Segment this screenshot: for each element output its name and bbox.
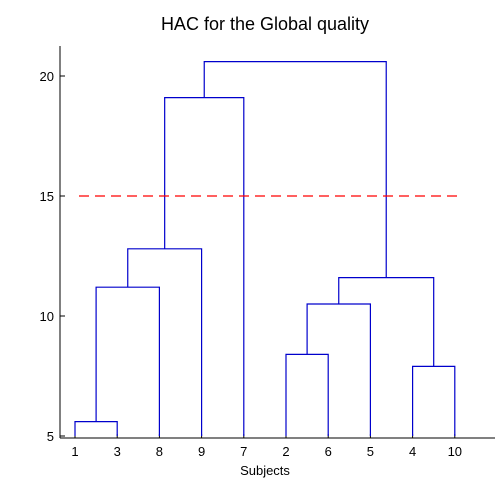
y-tick-label: 20: [40, 69, 54, 84]
x-tick-label: 9: [198, 444, 205, 459]
x-axis-label: Subjects: [240, 463, 290, 478]
x-tick-label: 3: [114, 444, 121, 459]
dendrogram-link-1: [74, 421, 118, 436]
dendrogram-link-5: [306, 303, 371, 436]
y-tick-label: 10: [40, 309, 54, 324]
x-tick-label: 4: [409, 444, 416, 459]
x-tick-label: 6: [325, 444, 332, 459]
y-ticks-group: 5 10 15 20: [40, 69, 65, 444]
x-tick-label: 7: [240, 444, 247, 459]
dendrogram-link-3: [412, 365, 456, 436]
dendrogram-link-9: [203, 60, 387, 278]
x-tick-label: 2: [282, 444, 289, 459]
x-tick-label: 8: [156, 444, 163, 459]
dendrogram-link-6: [338, 277, 435, 367]
x-tick-label: 5: [367, 444, 374, 459]
dendrogram-link-4: [95, 286, 160, 436]
x-tick-label: 10: [448, 444, 462, 459]
dendrogram-link-2: [285, 353, 329, 436]
y-tick-label: 15: [40, 189, 54, 204]
y-tick-label: 5: [47, 429, 54, 444]
dendrogram-link-8: [164, 96, 245, 436]
x-tick-label: 1: [71, 444, 78, 459]
x-ticks-group: 1 3 8 9 7 2 6 5 4 10: [71, 434, 462, 459]
dendrogram-link-7: [127, 248, 203, 436]
chart-title: HAC for the Global quality: [161, 14, 369, 34]
dendrogram-links: [74, 60, 456, 436]
